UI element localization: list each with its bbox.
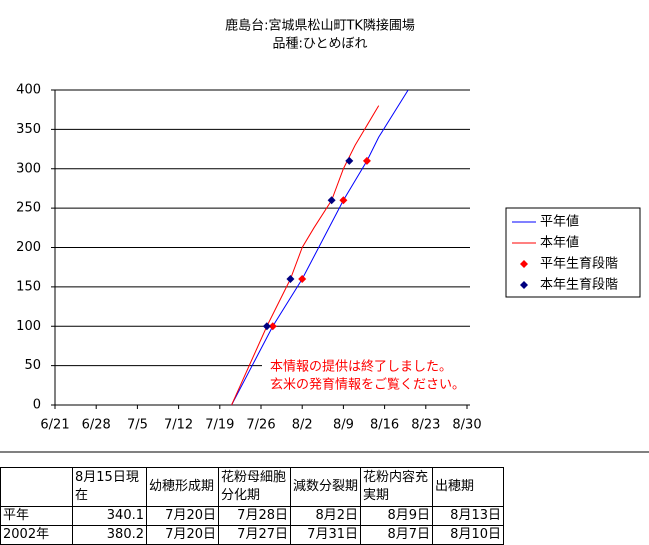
- legend-label: 平年生育段階: [540, 256, 618, 272]
- table-cell: 7月20日: [146, 525, 219, 545]
- table-cell: 8月10日: [432, 525, 504, 545]
- y-tick-label: 300: [16, 161, 41, 176]
- x-tick-label: 7/26: [246, 418, 275, 433]
- legend-label: 本年値: [540, 235, 579, 251]
- x-tick-label: 6/21: [40, 418, 69, 433]
- x-tick-label: 7/5: [127, 418, 148, 433]
- marker: [339, 196, 348, 205]
- table-cell: 340.1: [72, 506, 147, 526]
- table-cell: 出穂期: [432, 467, 504, 507]
- x-tick-label: 8/23: [411, 418, 440, 433]
- marker: [327, 196, 336, 205]
- chart: 鹿島台:宮城県松山町TK隣接圃場 品種:ひとめぼれ 0 50 100 150 200 25…: [0, 18, 649, 453]
- stage-table: 8月15日現在 幼穂形成期 花粉母細胞分化期 減数分裂期 花粉内容充実期 出穂期 平年 340…: [0, 467, 504, 545]
- marker: [345, 156, 354, 165]
- table-cell: 380.2: [72, 525, 147, 545]
- y-tick-label: 400: [16, 83, 41, 98]
- legend-label: 本年生育段階: [540, 277, 618, 293]
- table-cell: 2002年: [0, 525, 73, 545]
- table-cell: 8月15日現在: [72, 467, 147, 507]
- y-tick-label: 50: [24, 358, 41, 373]
- table-cell: 7月20日: [146, 506, 219, 526]
- marker: [286, 275, 295, 283]
- x-tick-label: 8/2: [292, 418, 313, 433]
- table-cell: [0, 467, 73, 507]
- y-tick-label: 250: [16, 201, 41, 216]
- legend-swatch: [520, 281, 528, 289]
- table-row: 平年 340.1 7月20日 7月28日 8月2日 8月9日 8月13日: [0, 506, 504, 526]
- table-row: 2002年 380.2 7月20日 7月27日 7月31日 8月7日 8月10日: [0, 525, 504, 545]
- table-cell: 8月9日: [360, 506, 433, 526]
- y-tick-label: 100: [16, 319, 41, 334]
- annotation: 玄米の発育情報をご覧ください。: [270, 377, 465, 393]
- legend-swatch: [520, 260, 528, 268]
- table-cell: 平年: [0, 506, 73, 526]
- y-tick-label: 200: [16, 240, 41, 255]
- table-cell: 減数分裂期: [290, 467, 361, 507]
- chart-title: 品種:ひとめぼれ: [273, 36, 368, 52]
- x-tick-label: 7/19: [205, 418, 234, 433]
- table-cell: 8月13日: [432, 506, 504, 526]
- x-tick-label: 8/16: [370, 418, 399, 433]
- y-tick-label: 150: [16, 279, 41, 294]
- table-row: 8月15日現在 幼穂形成期 花粉母細胞分化期 減数分裂期 花粉内容充実期 出穂期: [0, 467, 504, 507]
- table-cell: 幼穂形成期: [146, 467, 219, 507]
- x-tick-label: 8/9: [333, 418, 354, 433]
- annotation: 本情報の提供は終了しました。: [270, 359, 452, 375]
- legend-label: 平年値: [540, 214, 579, 230]
- table-cell: 7月31日: [290, 525, 361, 545]
- table-cell: 花粉母細胞分化期: [218, 467, 291, 507]
- marker: [362, 156, 371, 165]
- table-cell: 7月27日: [218, 525, 291, 545]
- table-cell: 7月28日: [218, 506, 291, 526]
- table-cell: 8月7日: [360, 525, 433, 545]
- y-tick-label: 350: [16, 122, 41, 137]
- table-cell: 花粉内容充実期: [360, 467, 433, 507]
- marker: [262, 322, 271, 331]
- table-cell: 8月2日: [290, 506, 361, 526]
- series-line: [231, 105, 380, 406]
- annotation-box: [262, 356, 476, 396]
- x-tick-label: 6/28: [82, 418, 111, 433]
- chart-title: 鹿島台:宮城県松山町TK隣接圃場: [225, 18, 415, 34]
- x-tick-label: 7/12: [164, 418, 193, 433]
- marker: [268, 322, 277, 331]
- x-tick-label: 8/30: [452, 418, 481, 433]
- legend: [505, 207, 641, 298]
- marker: [298, 275, 307, 283]
- y-tick-label: 0: [33, 398, 41, 413]
